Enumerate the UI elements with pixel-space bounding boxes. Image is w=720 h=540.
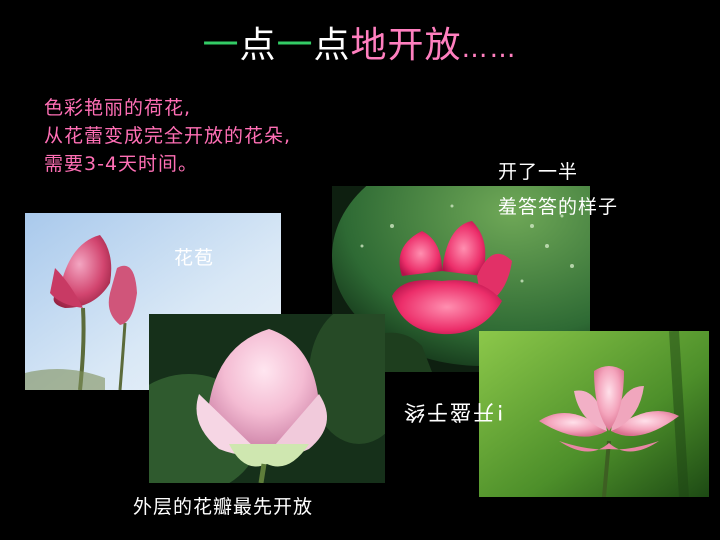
- intro-line-1: 色彩艳丽的荷花,: [44, 97, 192, 119]
- intro-line-2: 从花蕾变成完全开放的花朵,: [44, 125, 292, 147]
- rotated-caption: !开盛于终: [402, 400, 505, 424]
- title-part-4: 点: [313, 25, 351, 66]
- label-half-open-1: 开了一半: [498, 161, 579, 183]
- title-part-1: 一: [202, 25, 240, 66]
- label-half-open-2: 羞答答的样子: [498, 196, 619, 218]
- lotus-outer-petals-photo: [149, 314, 385, 483]
- label-outer-petals: 外层的花瓣最先开放: [133, 496, 314, 518]
- lotus-full-bloom-photo: [479, 331, 709, 497]
- intro-line-3: 需要3-4天时间。: [44, 153, 199, 175]
- title-part-5: 地开放: [350, 25, 462, 66]
- title-part-2: 点: [239, 25, 277, 66]
- label-bud: 花苞: [174, 247, 215, 269]
- intro-text: 色彩艳丽的荷花, 从花蕾变成完全开放的花朵, 需要3-4天时间。: [44, 94, 291, 178]
- slide-title: 一点一点地开放……: [0, 22, 720, 73]
- title-part-3: 一: [276, 25, 314, 66]
- title-ellipsis: ……: [461, 34, 518, 64]
